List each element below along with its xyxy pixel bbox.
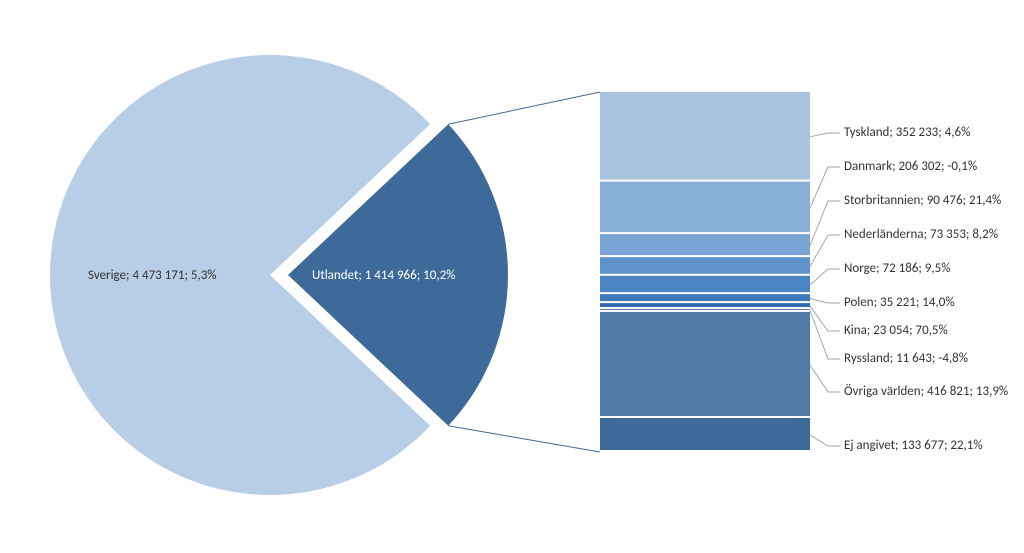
bar-label-tyskland: Tyskland; 352 233; 4,6% [844, 125, 970, 141]
bar-seg-ryssland [600, 309, 810, 310]
bar-label-nederlanderna: Nederländerna; 73 353; 8,2% [844, 227, 998, 243]
bar-seg-tyskland [600, 92, 810, 180]
bar-label-storbritannien: Storbritannien; 90 476; 21,4% [844, 193, 1001, 209]
bar-label-ovriga: Övriga världen; 416 821; 13,9% [844, 384, 1008, 400]
bar-seg-nederlanderna [600, 257, 810, 274]
bar-seg-ejangivet [600, 418, 810, 450]
bar-label-polen: Polen; 35 221; 14,0% [844, 295, 955, 311]
pie-label-sverige: Sverige; 4 473 171; 5,3% [88, 268, 217, 284]
bar-seg-norge [600, 276, 810, 292]
chart-root: Sverige; 4 473 171; 5,3% Utlandet; 1 414… [0, 0, 1024, 553]
bar-seg-kina [600, 303, 810, 307]
bar-seg-danmark [600, 182, 810, 232]
bar-label-norge: Norge; 72 186; 9,5% [844, 261, 951, 277]
bar-label-kina: Kina; 23 054; 70,5% [844, 323, 948, 339]
bar-label-ryssland: Ryssland; 11 643; -4,8% [844, 351, 968, 367]
bar-seg-ovriga [600, 312, 810, 416]
bar-label-danmark: Danmark; 206 302; -0,1% [844, 159, 977, 175]
bar-label-ejangivet: Ej angivet; 133 677; 22,1% [844, 438, 983, 454]
pie-label-utlandet: Utlandet; 1 414 966; 10,2% [312, 268, 455, 284]
bar-seg-polen [600, 294, 810, 301]
bar-seg-storbritannien [600, 234, 810, 255]
